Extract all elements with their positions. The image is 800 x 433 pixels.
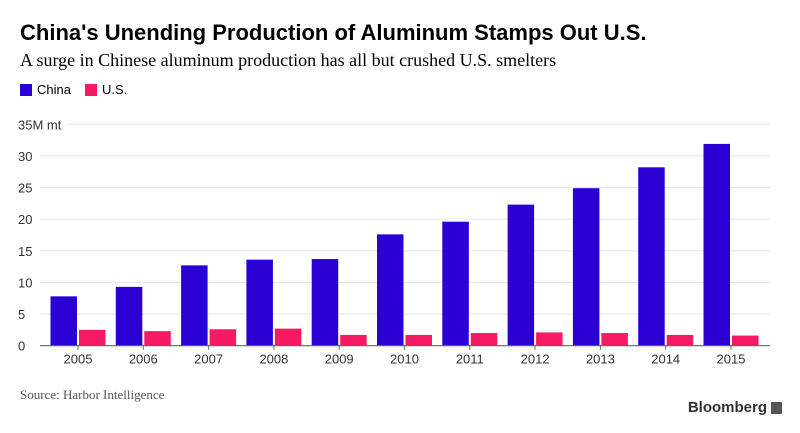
bar-china-2015 [703, 143, 730, 346]
bar-china-2012 [507, 204, 535, 346]
bar-china-2009 [311, 259, 339, 346]
bar-china-2010 [377, 234, 404, 346]
bar-us-2006 [144, 331, 171, 346]
bloomberg-logo: Bloomberg [688, 399, 782, 416]
bar-china-2013 [572, 188, 600, 346]
legend-item-china: China [20, 82, 71, 97]
x-tick-label: 2013 [586, 352, 615, 367]
x-tick-label: 2010 [390, 352, 419, 367]
source-note: Source: Harbor Intelligence [20, 387, 165, 402]
bar-us-2007 [209, 329, 237, 346]
y-tick-label: 20 [18, 212, 32, 227]
bar-us-2010 [405, 334, 432, 346]
x-tick-label: 2006 [129, 352, 158, 367]
bar-us-2015 [732, 335, 759, 346]
legend-label-us: U.S. [101, 82, 128, 97]
brand-name: Bloomberg [687, 399, 767, 416]
legend: China U.S. [20, 82, 127, 97]
y-tick-label: 35M mt [18, 117, 62, 132]
bar-china-2014 [638, 167, 665, 346]
y-tick-label: 5 [18, 307, 25, 322]
x-tick-label: 2011 [456, 352, 484, 367]
y-tick-label: 10 [18, 275, 32, 290]
x-tick-label: 2014 [651, 352, 680, 367]
bar-china-2011 [442, 221, 469, 346]
x-tick-label: 2009 [325, 352, 354, 367]
legend-swatch-us [84, 83, 97, 96]
y-tick-label: 30 [18, 149, 32, 164]
logo-box-icon [771, 401, 782, 414]
legend-item-us: U.S. [84, 82, 128, 97]
legend-label-china: China [37, 82, 71, 97]
bar-china-2007 [181, 265, 208, 346]
bar-us-2005 [79, 329, 106, 346]
x-tick-label: 2005 [64, 352, 93, 367]
bar-us-2008 [274, 328, 302, 346]
legend-swatch-china [20, 83, 32, 96]
bar-us-2014 [666, 334, 694, 346]
bar-china-2008 [246, 259, 273, 346]
chart-subtitle: A surge in Chinese aluminum production h… [20, 50, 557, 70]
y-tick-label: 0 [18, 339, 25, 354]
x-tick-label: 2012 [521, 352, 550, 367]
bar-us-2012 [536, 332, 563, 346]
x-tick-label: 2015 [717, 352, 746, 367]
bar-china-2006 [115, 286, 143, 346]
x-tick-label: 2008 [259, 352, 288, 367]
bar-china-2005 [50, 296, 77, 346]
x-tick-label: 2007 [194, 352, 223, 367]
y-tick-label: 25 [18, 181, 32, 196]
chart-title: China's Unending Production of Aluminum … [20, 20, 647, 45]
bar-us-2011 [470, 333, 498, 346]
bar-us-2009 [340, 334, 367, 346]
bar-us-2013 [601, 333, 628, 346]
y-tick-label: 15 [18, 244, 32, 259]
